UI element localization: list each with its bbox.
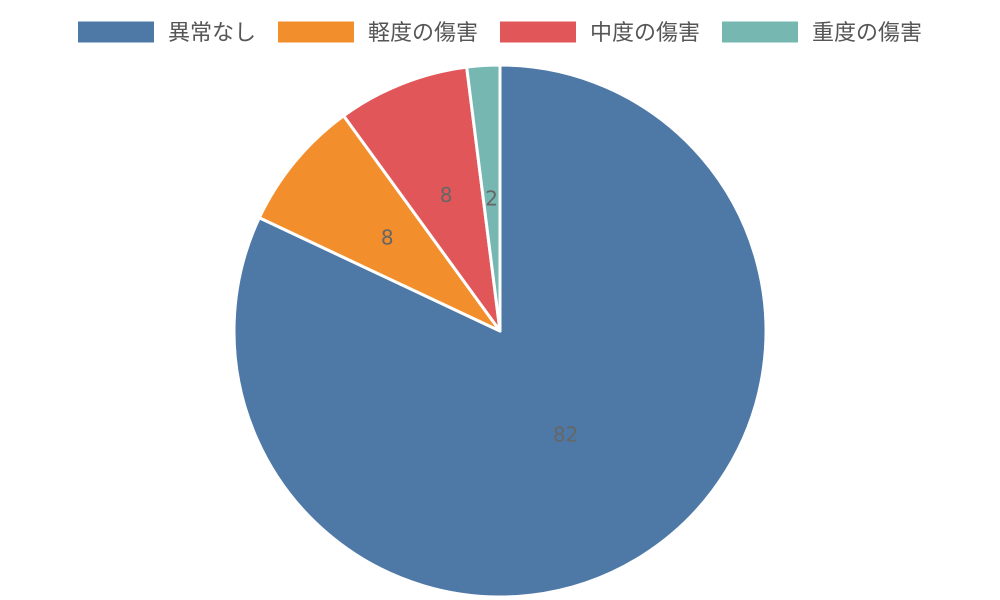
- legend-item-1[interactable]: 軽度の傷害: [278, 21, 478, 46]
- legend-swatch-0: [78, 21, 154, 43]
- pie-data-label-3: 2: [485, 186, 498, 210]
- legend-item-0[interactable]: 異常なし: [78, 21, 256, 46]
- legend-swatch-1: [278, 21, 354, 43]
- legend-label-3: 重度の傷害: [812, 21, 922, 46]
- pie-slice-2[interactable]: [342, 65, 502, 333]
- pie-data-label-2: 8: [440, 183, 453, 207]
- legend-swatch-2: [500, 21, 576, 43]
- legend-label-0: 異常なし: [168, 21, 256, 46]
- legend-swatch-3: [722, 21, 798, 43]
- legend-item-3[interactable]: 重度の傷害: [722, 21, 922, 46]
- chart-legend: 異常なし 軽度の傷害 中度の傷害 重度の傷害: [78, 21, 922, 46]
- legend-item-2[interactable]: 中度の傷害: [500, 21, 700, 46]
- pie-slice-3[interactable]: [465, 63, 502, 333]
- pie-slice-1[interactable]: [257, 114, 502, 333]
- pie-data-label-1: 8: [381, 226, 394, 250]
- legend-label-1: 軽度の傷害: [368, 21, 478, 46]
- pie-data-label-0: 82: [553, 422, 578, 446]
- legend-label-2: 中度の傷害: [590, 21, 700, 46]
- pie-slices: [232, 63, 768, 599]
